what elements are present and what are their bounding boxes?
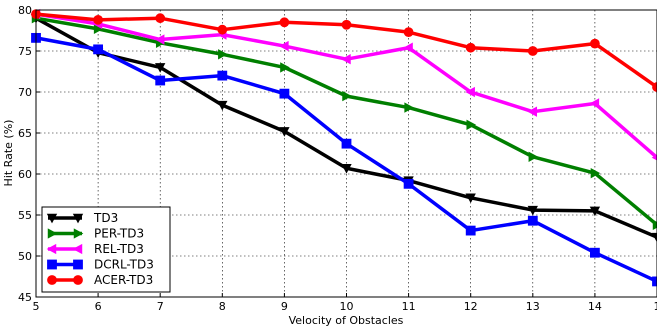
data-point [590,38,600,49]
data-point [403,42,413,53]
x-tick-label: 9 [281,300,288,313]
data-point [154,34,165,45]
legend-entry: REL-TD3 [46,242,144,256]
legend-label: REL-TD3 [94,242,144,256]
x-tick-label: 11 [402,300,416,313]
data-point [465,86,475,98]
x-tick-label: 13 [526,300,540,313]
series-acer-td3 [31,9,657,92]
data-point [527,215,538,226]
data-point [589,98,600,109]
legend-marker [73,228,84,239]
y-tick-label: 55 [18,209,32,222]
legend-marker [46,213,58,224]
data-point [279,17,290,28]
x-tick-label: 1 [654,300,657,313]
data-point [590,168,601,179]
data-point [466,119,477,130]
data-point [341,138,352,149]
legend-entry: PER-TD3 [47,227,144,241]
data-point [218,49,228,60]
data-point [155,13,166,24]
y-tick-label: 75 [18,45,32,58]
x-tick-label: 14 [588,300,602,313]
data-point [465,42,476,53]
x-tick-label: 6 [95,300,102,313]
data-point [403,178,414,189]
x-tick-label: 10 [340,300,354,313]
data-point [279,40,289,52]
data-point [652,219,657,231]
data-point [652,276,657,287]
data-point [155,63,166,73]
legend-entry: DCRL-TD3 [47,258,154,272]
x-tick-label: 5 [33,300,40,313]
data-point [651,232,657,243]
legend-label: TD3 [93,211,118,225]
data-point [403,27,414,38]
legend-marker [73,259,83,270]
data-point [589,206,601,217]
x-axis-label: Velocity of Obstacles [289,314,404,327]
y-tick-label: 80 [18,4,32,17]
data-point [527,106,538,117]
legend-entry: ACER-TD3 [47,273,153,287]
data-point [217,24,228,35]
data-point [341,19,352,30]
data-point [590,247,600,258]
data-point [93,44,103,55]
data-point [404,102,414,113]
y-tick-label: 65 [18,127,32,140]
data-point [342,90,352,102]
data-point [528,151,539,162]
y-tick-label: 45 [18,291,32,304]
legend-marker [72,213,84,224]
axis-ticks: 5 6 7 8 9 10 11 12 13 14 1 45 50 55 60 65 70 75 80 [18,4,657,313]
legend-marker [47,228,58,239]
data-point [279,127,290,137]
data-point [341,164,352,174]
y-tick-label: 70 [18,86,32,99]
x-tick-label: 12 [464,300,478,313]
series-dcrl-td3 [31,32,657,287]
legend-marker [46,243,57,255]
x-tick-label: 7 [157,300,164,313]
y-tick-label: 50 [18,250,32,263]
legend-marker [47,275,57,285]
data-point [527,46,538,56]
legend-label: PER-TD3 [94,227,144,241]
y-axis-label: Hit Rate (%) [2,120,15,187]
data-point [465,225,476,236]
data-point [217,100,228,111]
legend-label: DCRL-TD3 [94,258,154,272]
data-point [652,82,657,92]
grid [36,10,657,297]
legend-marker [47,259,57,270]
data-point [280,62,290,73]
series-lines [30,8,657,287]
data-point [465,193,476,204]
data-point [341,54,351,65]
series-line [35,16,657,227]
legend-label: ACER-TD3 [94,273,153,287]
legend-entry: TD3 [46,211,118,225]
x-tick-label: 8 [219,300,226,313]
y-tick-label: 60 [18,168,32,181]
legend-marker [73,275,83,285]
data-point [279,88,290,99]
legend-marker [72,243,83,255]
data-point [93,14,103,25]
data-point [217,70,228,81]
data-point [155,75,166,86]
data-point [527,205,538,216]
